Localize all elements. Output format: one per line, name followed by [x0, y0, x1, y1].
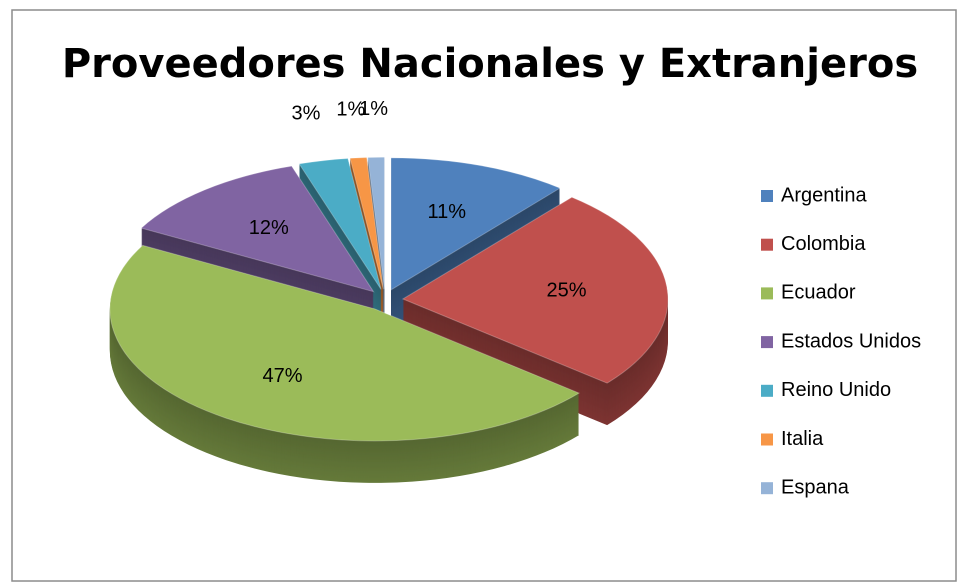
data-label: 1% — [336, 99, 365, 121]
slice-side — [350, 164, 384, 297]
legend-swatch — [761, 287, 773, 300]
slice-side — [350, 165, 384, 298]
legend-label: Colombia — [781, 233, 866, 255]
slice — [109, 244, 581, 442]
slice — [349, 156, 384, 290]
slice-side — [350, 160, 384, 293]
slice-side — [350, 161, 384, 294]
slice — [390, 157, 562, 291]
data-label: 1% — [359, 98, 388, 120]
slice — [140, 165, 375, 293]
slice-side — [350, 163, 384, 296]
legend-swatch — [761, 190, 773, 202]
legend-swatch — [761, 482, 773, 495]
data-label: 12% — [249, 217, 289, 239]
legend-label: Italia — [781, 428, 824, 450]
chart-title: Proveedores Nacionales y Extranjeros — [62, 41, 918, 87]
slice — [367, 156, 385, 290]
data-label: 11% — [427, 201, 466, 223]
legend-swatch — [761, 384, 773, 397]
slice-side — [350, 159, 384, 292]
legend-swatch — [761, 238, 773, 251]
legend-label: Espana — [781, 476, 850, 498]
pie: 11% 25% 47% 12% 3% 1%1% — [109, 98, 669, 483]
slice-side — [350, 162, 384, 295]
legend-swatch — [761, 336, 773, 349]
legend-label: Estados Unidos — [781, 330, 921, 352]
data-label: 47% — [263, 365, 303, 387]
data-label: 25% — [546, 280, 586, 302]
legend-label: Reino Unido — [781, 379, 891, 401]
legend-label: Ecuador — [781, 282, 856, 304]
slice — [298, 157, 382, 290]
data-label: 3% — [291, 102, 320, 124]
slice — [401, 196, 669, 384]
legend: Argentina Colombia Ecuador Estados Unidos Re… — [761, 184, 921, 498]
slice-side — [350, 158, 384, 291]
slice-side — [350, 166, 384, 299]
legend-swatch — [761, 433, 773, 446]
legend-label: Argentina — [781, 184, 867, 206]
